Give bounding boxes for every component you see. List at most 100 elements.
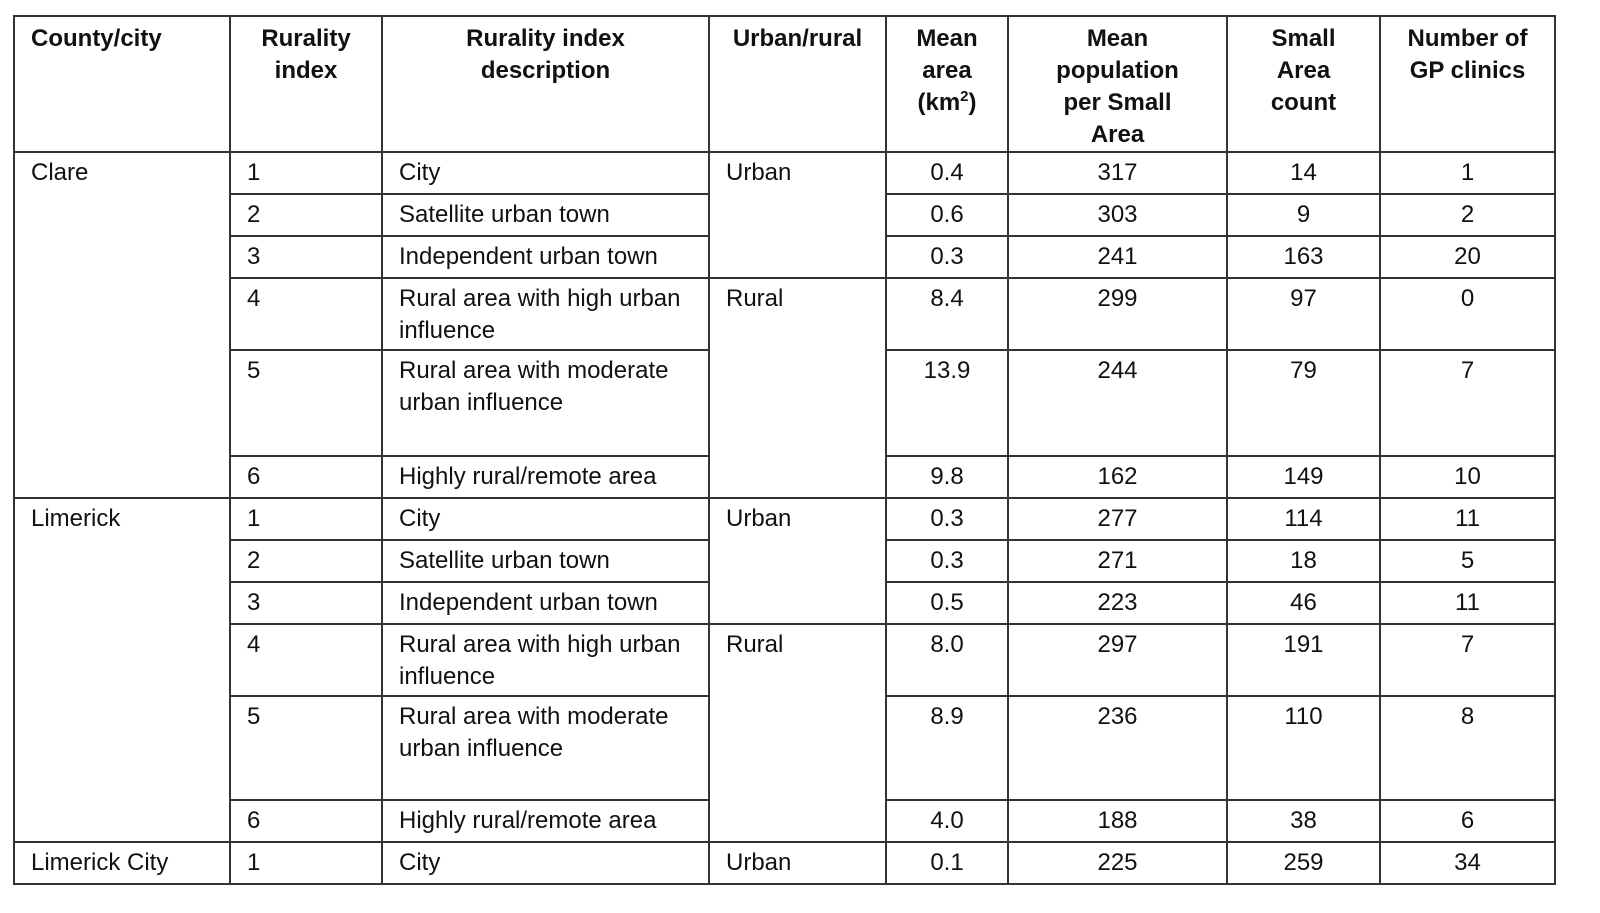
county-cell: Limerick City	[13, 841, 231, 885]
mean-population-cell: 236	[1007, 695, 1228, 801]
county-cell: Clare	[13, 151, 231, 499]
gp-clinics-cell: 20	[1379, 235, 1556, 279]
mean-area-cell: 4.0	[885, 799, 1009, 843]
header-county: County/city	[13, 15, 231, 153]
table-row: Limerick City 1 City Urban 0.1 225 259 34	[13, 841, 1556, 885]
mean-population-cell: 244	[1007, 349, 1228, 457]
header-urban-rural: Urban/rural	[708, 15, 887, 153]
table-row: 2 Satellite urban town 0.3 271 18 5	[14, 539, 1556, 583]
gp-clinics-cell: 2	[1379, 193, 1556, 237]
urban-rural-cell: Rural	[708, 623, 887, 843]
rurality-index-cell: 4	[229, 623, 383, 697]
gp-clinics-cell: 5	[1379, 539, 1556, 583]
mean-population-cell: 277	[1007, 497, 1228, 541]
small-area-count-cell: 163	[1226, 235, 1381, 279]
mean-population-cell: 297	[1007, 623, 1228, 697]
small-area-count-cell: 46	[1226, 581, 1381, 625]
table-row: 4 Rural area with high urban influence Rur…	[14, 277, 1556, 499]
county-cell: Limerick	[13, 497, 231, 843]
urban-rural-cell: Urban	[708, 497, 887, 625]
description-cell: City	[381, 151, 710, 195]
description-cell: Rural area with moderate urban influence	[381, 349, 710, 457]
rurality-index-cell: 1	[229, 151, 383, 195]
header-description: Rurality index description	[381, 15, 710, 153]
rurality-index-cell: 6	[229, 799, 383, 843]
small-area-count-cell: 18	[1226, 539, 1381, 583]
gp-clinics-cell: 11	[1379, 497, 1556, 541]
gp-clinics-cell: 0	[1379, 277, 1556, 351]
table-row: 6 Highly rural/remote area 9.8 162 149 10	[14, 455, 1556, 499]
table-row: 4 Rural area with high urban influence Rur…	[14, 623, 1556, 843]
mean-area-cell: 0.6	[885, 193, 1009, 237]
rurality-index-cell: 4	[229, 277, 383, 351]
table-row: 3 Independent urban town 0.3 241 163 20	[14, 235, 1556, 279]
table-row: Clare 1 City Urban 0.4 317 14 1	[13, 151, 1556, 499]
small-area-count-cell: 191	[1226, 623, 1381, 697]
rurality-index-cell: 2	[229, 193, 383, 237]
mean-population-cell: 188	[1007, 799, 1228, 843]
header-gp-clinics: Number of GP clinics	[1379, 15, 1556, 153]
header-mean-population: Mean population per Small Area	[1007, 15, 1228, 153]
description-cell: City	[381, 497, 710, 541]
urban-rural-cell: Rural	[708, 277, 887, 499]
header-mean-area-end: )	[968, 89, 977, 116]
mean-area-cell: 0.5	[885, 581, 1009, 625]
table-row: Limerick 1 City Urban 0.3 277 114 11	[13, 497, 1556, 843]
mean-area-cell: 0.4	[885, 151, 1009, 195]
mean-population-cell: 223	[1007, 581, 1228, 625]
gp-clinics-cell: 34	[1379, 841, 1556, 885]
small-area-count-cell: 97	[1226, 277, 1381, 351]
gp-clinics-cell: 7	[1379, 349, 1556, 457]
mean-area-cell: 9.8	[885, 455, 1009, 499]
header-mean-area: Mean area (km2)	[885, 15, 1009, 153]
small-area-count-cell: 149	[1226, 455, 1381, 499]
description-cell: Satellite urban town	[381, 193, 710, 237]
rurality-index-cell: 1	[229, 841, 383, 885]
small-area-count-cell: 9	[1226, 193, 1381, 237]
header-rurality-index: Rurality index	[229, 15, 383, 153]
urban-rural-cell: Urban	[708, 841, 887, 885]
mean-area-cell: 8.9	[885, 695, 1009, 801]
description-cell: Rural area with high urban influence	[381, 277, 710, 351]
rurality-index-cell: 2	[229, 539, 383, 583]
description-cell: Independent urban town	[381, 235, 710, 279]
urban-rural-cell: Urban	[708, 151, 887, 279]
mean-area-cell: 0.3	[885, 539, 1009, 583]
header-small-area-count: Small Area count	[1226, 15, 1381, 153]
rurality-table: County/city Rurality index Rurality inde…	[13, 15, 1556, 885]
header-mean-area-text: Mean area (km	[916, 25, 978, 116]
table-row: 5 Rural area with moderate urban influenc…	[14, 695, 1556, 801]
gp-clinics-cell: 10	[1379, 455, 1556, 499]
mean-population-cell: 271	[1007, 539, 1228, 583]
mean-area-cell: 13.9	[885, 349, 1009, 457]
gp-clinics-cell: 1	[1379, 151, 1556, 195]
mean-area-cell: 8.4	[885, 277, 1009, 351]
gp-clinics-cell: 8	[1379, 695, 1556, 801]
gp-clinics-cell: 6	[1379, 799, 1556, 843]
header-row: County/city Rurality index Rurality inde…	[13, 15, 1556, 153]
mean-population-cell: 317	[1007, 151, 1228, 195]
description-cell: Highly rural/remote area	[381, 799, 710, 843]
mean-area-cell: 0.3	[885, 497, 1009, 541]
rurality-index-cell: 3	[229, 235, 383, 279]
small-area-count-cell: 110	[1226, 695, 1381, 801]
mean-population-cell: 162	[1007, 455, 1228, 499]
small-area-count-cell: 114	[1226, 497, 1381, 541]
description-cell: Rural area with high urban influence	[381, 623, 710, 697]
description-cell: Highly rural/remote area	[381, 455, 710, 499]
description-cell: Independent urban town	[381, 581, 710, 625]
gp-clinics-cell: 7	[1379, 623, 1556, 697]
table-row: 5 Rural area with moderate urban influenc…	[14, 349, 1556, 457]
table-row: 3 Independent urban town 0.5 223 46 11	[14, 581, 1556, 625]
mean-area-cell: 0.3	[885, 235, 1009, 279]
description-cell: Rural area with moderate urban influence	[381, 695, 710, 801]
rurality-index-cell: 6	[229, 455, 383, 499]
header-mean-area-sup: 2	[960, 88, 969, 105]
mean-population-cell: 241	[1007, 235, 1228, 279]
mean-population-cell: 225	[1007, 841, 1228, 885]
rurality-index-cell: 5	[229, 695, 383, 801]
gp-clinics-cell: 11	[1379, 581, 1556, 625]
rurality-index-cell: 3	[229, 581, 383, 625]
mean-area-cell: 8.0	[885, 623, 1009, 697]
mean-area-cell: 0.1	[885, 841, 1009, 885]
